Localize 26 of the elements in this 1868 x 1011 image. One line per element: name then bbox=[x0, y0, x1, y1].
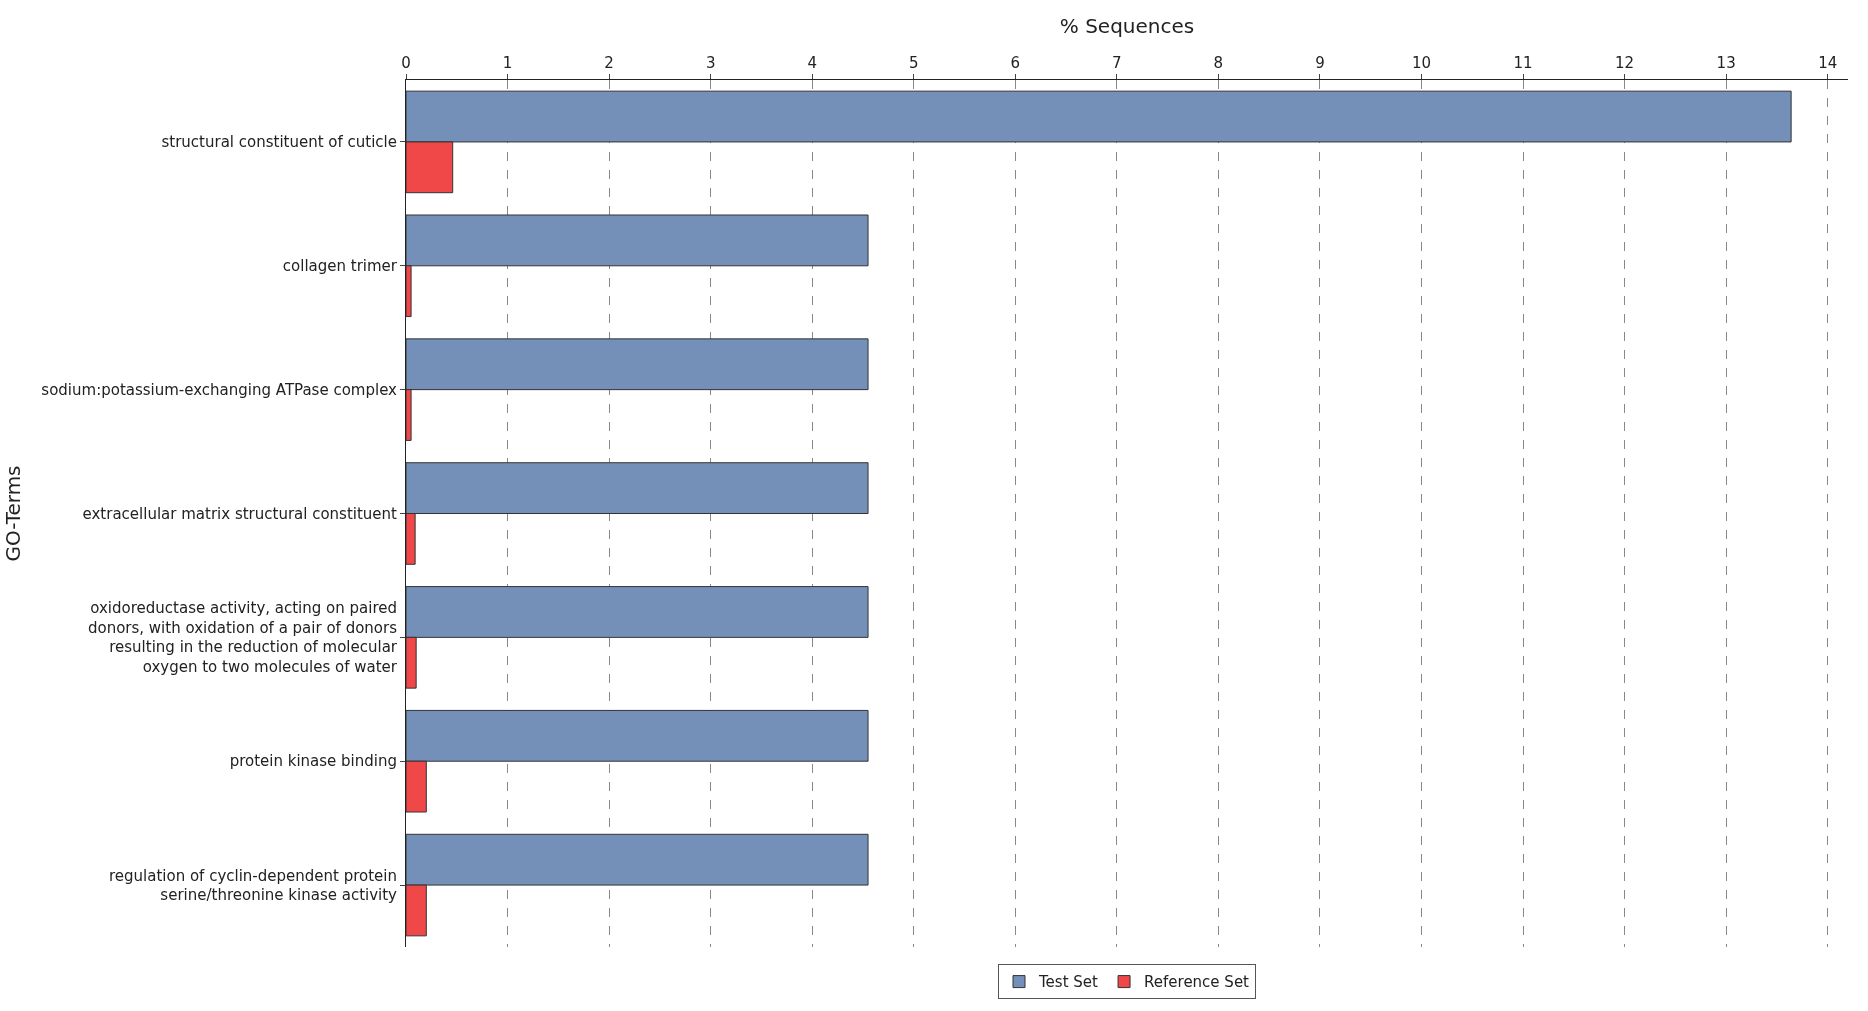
y-tick-label: protein kinase binding bbox=[229, 752, 397, 771]
y-tick-label: regulation of cyclin-dependent protein serine/threonine kinase activity bbox=[108, 866, 398, 905]
x-tick-label: 13 bbox=[1716, 54, 1736, 72]
x-tick-label: 6 bbox=[1010, 54, 1021, 72]
x-axis-title: % Sequences bbox=[1059, 13, 1195, 38]
y-axis-title: GO-Terms bbox=[0, 465, 25, 562]
x-tick-label: 3 bbox=[705, 54, 716, 72]
x-tick-label: 8 bbox=[1213, 54, 1224, 72]
x-tick-label: 10 bbox=[1411, 54, 1432, 72]
y-tick-label: extracellular matrix structural constituent bbox=[82, 504, 398, 523]
x-tick-label: 11 bbox=[1513, 54, 1533, 72]
y-tick-label: oxidoreductase activity, acting on paired donors, with oxidation of a pair of donors resulting in the reduction of molecular oxygen to two molecules of water bbox=[87, 599, 398, 676]
y-tick-label: collagen trimer bbox=[282, 257, 398, 276]
legend-label: Test Set bbox=[1038, 973, 1099, 992]
legend-label: Reference Set bbox=[1144, 973, 1250, 992]
x-tick-label: 9 bbox=[1315, 54, 1325, 72]
x-tick-label: 1 bbox=[502, 54, 513, 72]
y-tick-label: structural constituent of cuticle bbox=[161, 133, 397, 152]
x-tick-label: 7 bbox=[1112, 54, 1122, 72]
x-tick-label: 12 bbox=[1615, 54, 1635, 72]
x-tick-label: 0 bbox=[401, 54, 411, 72]
x-tick-label: 2 bbox=[604, 54, 614, 72]
x-tick-label: 5 bbox=[908, 54, 919, 72]
x-tick-label: 14 bbox=[1818, 54, 1838, 72]
x-tick-label: 4 bbox=[807, 54, 817, 72]
y-tick-label: sodium:potassium-exchanging ATPase complex bbox=[41, 380, 398, 399]
